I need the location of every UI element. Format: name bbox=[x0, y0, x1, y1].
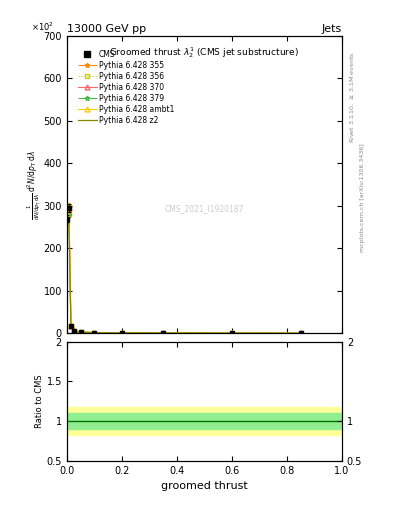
Text: Jets: Jets bbox=[321, 24, 342, 34]
Text: 13000 GeV pp: 13000 GeV pp bbox=[67, 24, 146, 34]
Text: Groomed thrust $\lambda_2^1$ (CMS jet substructure): Groomed thrust $\lambda_2^1$ (CMS jet su… bbox=[109, 45, 299, 60]
Text: $\times10^2$: $\times10^2$ bbox=[31, 20, 54, 33]
Text: Rivet 3.1.10, $\geq$ 3.1M events: Rivet 3.1.10, $\geq$ 3.1M events bbox=[349, 51, 356, 143]
X-axis label: groomed thrust: groomed thrust bbox=[161, 481, 248, 491]
Text: mcplots.cern.ch [arXiv:1306.3436]: mcplots.cern.ch [arXiv:1306.3436] bbox=[360, 143, 365, 252]
Y-axis label: Ratio to CMS: Ratio to CMS bbox=[35, 374, 44, 428]
Legend: CMS, Pythia 6.428 355, Pythia 6.428 356, Pythia 6.428 370, Pythia 6.428 379, Pyt: CMS, Pythia 6.428 355, Pythia 6.428 356,… bbox=[76, 49, 176, 126]
Y-axis label: $\frac{1}{\mathrm{d}N / \mathrm{d}p_\mathrm{T}\,\mathrm{d}\lambda}\,\mathrm{d}^2: $\frac{1}{\mathrm{d}N / \mathrm{d}p_\mat… bbox=[25, 150, 42, 220]
Text: CMS_2021_I1920187: CMS_2021_I1920187 bbox=[165, 204, 244, 213]
